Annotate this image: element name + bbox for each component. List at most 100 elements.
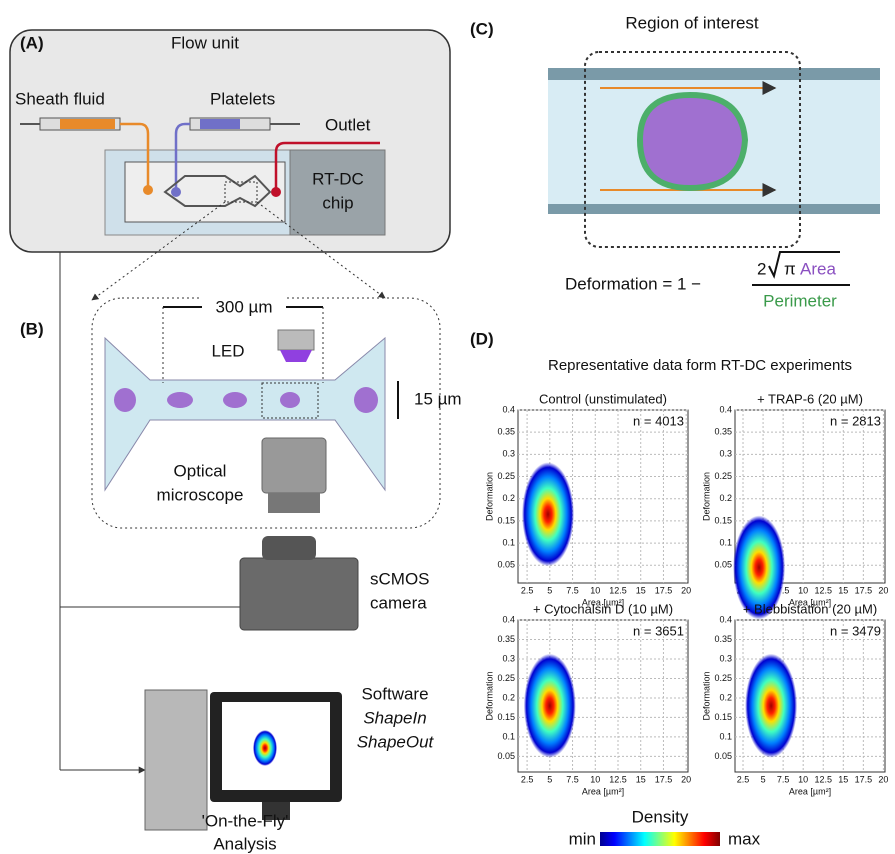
x-tick-label: 7.5 <box>566 585 579 595</box>
y-tick-label: 0.2 <box>719 692 732 702</box>
formula: Perimeter <box>763 291 837 310</box>
y-axis-label: Deformation <box>484 671 494 720</box>
cell <box>114 388 136 412</box>
objective-base <box>268 493 320 513</box>
label: RT-DC <box>312 169 364 188</box>
x-tick-label: 15 <box>636 585 646 595</box>
x-tick-label: 12.5 <box>814 585 832 595</box>
label: 'On-the-Fly' <box>202 811 289 830</box>
x-tick-label: 15 <box>838 585 848 595</box>
label: Platelets <box>210 89 275 108</box>
cell <box>640 95 745 188</box>
label: Software <box>361 684 428 703</box>
x-tick-label: 20 <box>878 774 888 784</box>
cell <box>167 392 193 408</box>
formula: 2 <box>757 259 766 278</box>
x-tick-label: 20 <box>681 585 691 595</box>
y-tick-label: 0.05 <box>714 751 732 761</box>
formula: Area <box>800 259 836 278</box>
wall <box>548 204 880 214</box>
y-tick-label: 0.35 <box>497 634 515 644</box>
y-tick-label: 0.05 <box>497 751 515 761</box>
figure: (A) Flow unit Sheath fluid Platelets Out… <box>0 0 895 854</box>
label: Analysis <box>213 834 276 853</box>
subtitle: Representative data form RT-DC experimen… <box>548 357 852 374</box>
y-tick-label: 0.3 <box>502 653 515 663</box>
formula: π <box>784 259 796 278</box>
label: Outlet <box>325 115 371 134</box>
x-tick-label: 10 <box>590 774 600 784</box>
density-cloud <box>522 462 574 566</box>
y-tick-label: 0.4 <box>719 614 732 624</box>
wall <box>548 68 880 80</box>
plot-title: + TRAP-6 (20 µM) <box>757 391 863 406</box>
y-tick-label: 0.25 <box>714 471 732 481</box>
x-axis-label: Area [µm²] <box>789 786 831 796</box>
x-tick-label: 5 <box>547 585 552 595</box>
x-tick-label: 10 <box>590 585 600 595</box>
y-tick-label: 0.35 <box>714 634 732 644</box>
x-tick-label: 2.5 <box>521 774 534 784</box>
plot-title: + Cytochalsin D (10 µM) <box>533 601 673 616</box>
x-axis-label: Area [µm²] <box>582 786 624 796</box>
label: ShapeIn <box>363 708 426 727</box>
x-tick-label: 12.5 <box>609 585 627 595</box>
y-tick-label: 0.25 <box>497 673 515 683</box>
label: Optical <box>174 461 227 480</box>
led <box>278 330 314 350</box>
channel <box>105 338 385 490</box>
y-tick-label: 0.1 <box>719 537 732 547</box>
x-tick-label: 17.5 <box>855 585 873 595</box>
y-tick-label: 0.3 <box>502 449 515 459</box>
x-tick-label: 15 <box>838 774 848 784</box>
camera <box>240 558 358 630</box>
panel-label: (A) <box>20 33 44 52</box>
panel-label: (D) <box>470 329 494 348</box>
x-tick-label: 20 <box>878 585 888 595</box>
led-light <box>280 350 312 362</box>
y-tick-label: 0.25 <box>714 673 732 683</box>
count-label: n = 3651 <box>633 623 684 638</box>
y-tick-label: 0.05 <box>497 560 515 570</box>
x-tick-label: 10 <box>798 774 808 784</box>
count-label: n = 4013 <box>633 413 684 428</box>
x-tick-label: 17.5 <box>855 774 873 784</box>
label: chip <box>322 193 353 212</box>
cell <box>223 392 247 408</box>
port <box>143 185 153 195</box>
label: LED <box>211 341 244 360</box>
y-axis-label: Deformation <box>484 472 494 521</box>
x-tick-label: 12.5 <box>609 774 627 784</box>
colorbar-title: Density <box>632 807 689 826</box>
label: sCMOS <box>370 569 430 588</box>
panel-label: (C) <box>470 19 494 38</box>
y-tick-label: 0.1 <box>502 537 515 547</box>
y-tick-label: 0.05 <box>714 560 732 570</box>
formula: Deformation = 1 − <box>565 274 701 293</box>
panel-label: (B) <box>20 319 44 338</box>
cell <box>280 392 300 408</box>
y-axis-label: Deformation <box>701 671 711 720</box>
y-tick-label: 0.15 <box>714 515 732 525</box>
x-tick-label: 20 <box>681 774 691 784</box>
x-tick-label: 2.5 <box>521 585 534 595</box>
y-tick-label: 0.15 <box>497 712 515 722</box>
density-cloud <box>745 654 797 758</box>
y-tick-label: 0.1 <box>719 731 732 741</box>
y-axis-label: Deformation <box>701 472 711 521</box>
y-tick-label: 0.4 <box>719 404 732 414</box>
x-tick-label: 7.5 <box>777 774 790 784</box>
dimension: 15 µm <box>414 389 462 408</box>
port <box>271 187 281 197</box>
dimension: 300 µm <box>215 297 272 316</box>
plot-title: Control (unstimulated) <box>539 391 667 406</box>
x-tick-label: 5 <box>547 774 552 784</box>
x-tick-label: 7.5 <box>566 774 579 784</box>
y-tick-label: 0.35 <box>497 427 515 437</box>
plot-title: + Blebbistation (20 µM) <box>743 601 877 616</box>
y-tick-label: 0.2 <box>719 493 732 503</box>
panel-title: Region of interest <box>625 13 759 32</box>
y-tick-label: 0.4 <box>502 614 515 624</box>
y-tick-label: 0.1 <box>502 731 515 741</box>
colorbar <box>600 832 720 846</box>
